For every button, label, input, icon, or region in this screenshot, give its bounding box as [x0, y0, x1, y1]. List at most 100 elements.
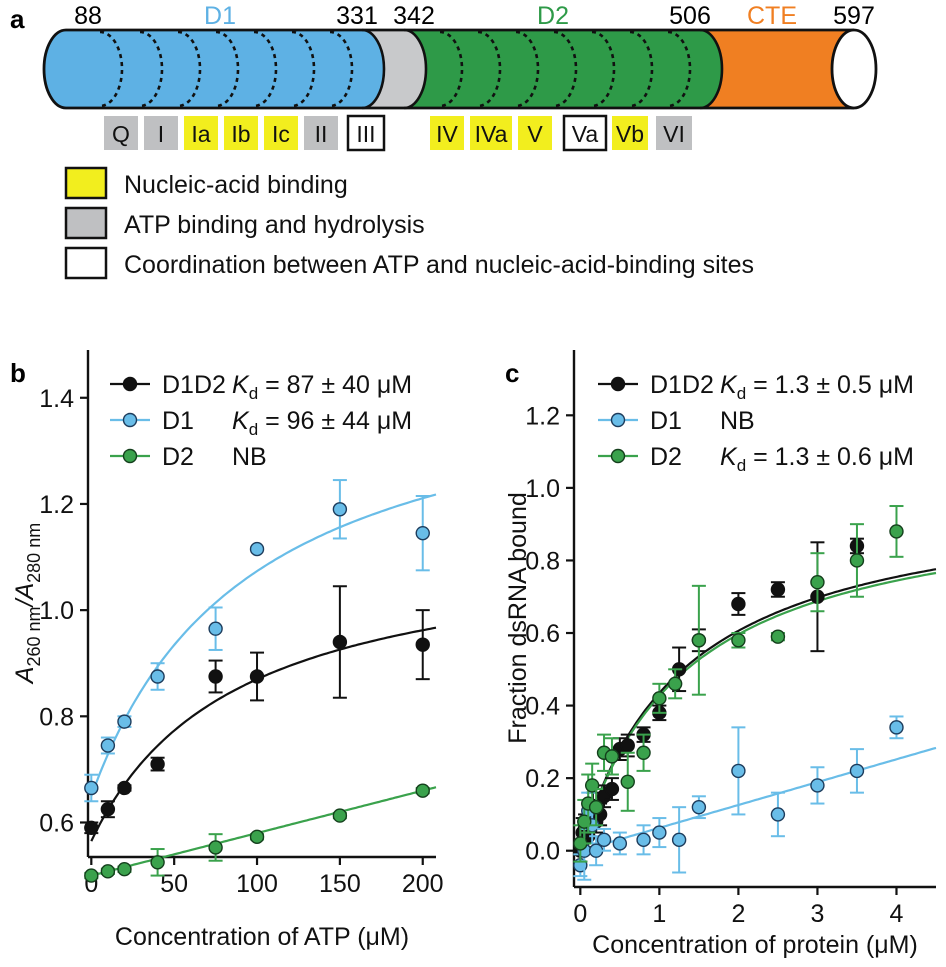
y-tick-label: 0.2 — [525, 765, 560, 793]
legend-series-name: D2 — [650, 443, 682, 471]
legend-marker — [122, 376, 138, 392]
data-point-d2 — [150, 855, 165, 870]
legend-swatch-atp — [64, 206, 108, 240]
data-point-d1d2 — [770, 582, 786, 597]
cylinder-end-cap — [830, 28, 878, 110]
fit-line-d1d2 — [579, 568, 937, 852]
data-point-d2 — [100, 864, 116, 879]
legend-kd: Kd = 87 ± 40 μM — [232, 371, 412, 403]
domain-label-d2: D2 — [537, 2, 569, 30]
data-point-d1d2 — [249, 669, 265, 684]
data-point-d2 — [249, 829, 265, 845]
fit-line-d2 — [579, 571, 937, 852]
position-597: 597 — [833, 2, 875, 30]
motif-box-i — [144, 116, 178, 150]
legend-swatch-coord — [64, 246, 108, 280]
data-point-d1d2 — [604, 781, 620, 797]
legend-kd: Kd = 96 ± 44 μM — [232, 407, 412, 439]
data-point-d1 — [117, 714, 132, 729]
motif-box-ia — [184, 116, 218, 150]
fit-line-d1 — [580, 746, 937, 852]
data-point-d2 — [889, 524, 904, 539]
data-point-d1 — [596, 832, 612, 848]
y-tick-label: 0.6 — [39, 809, 74, 837]
dotted-arc — [215, 30, 240, 108]
data-point-d2 — [620, 774, 635, 789]
dotted-arc — [667, 30, 692, 108]
domain-d1-segment — [44, 30, 384, 108]
legend-series-name: D1 — [650, 407, 682, 435]
legend-kd: Kd = 1.3 ± 0.6 μM — [720, 443, 914, 475]
data-point-d1 — [810, 778, 825, 793]
legend-kd: Kd = 1.3 ± 0.5 μM — [720, 371, 914, 403]
motif-label-ic: Ic — [272, 121, 290, 147]
motif-box-ic — [264, 116, 298, 150]
panel-a-domain-map: a 88 331 342 506 597 D1 D2 CTE Q I Ia Ib Ic I… — [10, 2, 878, 280]
data-point-d1d2 — [117, 780, 132, 796]
domain-label-cte: CTE — [747, 2, 797, 30]
data-point-d2 — [770, 629, 786, 644]
position-342: 342 — [393, 2, 435, 30]
data-point-d1 — [84, 780, 99, 796]
data-point-d2 — [691, 633, 707, 648]
x-tick-label: 2 — [731, 900, 745, 928]
legend-marker — [122, 448, 138, 464]
domain-labels: D1 D2 CTE — [204, 2, 797, 30]
legend-label-nucleic: Nucleic-acid binding — [124, 171, 348, 199]
motif-box-va — [562, 114, 608, 152]
y-tick-label: 1.4 — [39, 385, 74, 413]
data-point-d2 — [415, 783, 430, 798]
motif-box-q — [104, 116, 138, 150]
fit-line-d1d2 — [90, 626, 437, 842]
legend-marker — [122, 412, 138, 428]
x-tick-label: 1 — [652, 900, 666, 928]
motif-label-iv: IV — [436, 121, 458, 147]
legend-kd: NB — [232, 443, 267, 471]
dotted-arc — [329, 30, 354, 108]
position-506: 506 — [669, 2, 711, 30]
legend-kd: NB — [720, 407, 755, 435]
legend-marker — [610, 448, 626, 464]
legend-series-name: D1 — [162, 407, 194, 435]
y-tick-label: 1.2 — [525, 402, 560, 430]
motif-box-iva — [470, 116, 512, 150]
motif-box-ii — [304, 116, 338, 150]
motif-box-vi — [656, 116, 692, 150]
data-point-d1 — [636, 832, 651, 848]
motif-label-iii: III — [356, 121, 375, 147]
domain-label-d1: D1 — [204, 2, 236, 30]
data-point-d1d2 — [208, 669, 223, 684]
panel-c-label: c — [505, 358, 519, 388]
y-tick-label: 0.0 — [525, 838, 560, 866]
x-tick-label: 50 — [160, 870, 188, 898]
dotted-arc — [477, 30, 502, 108]
data-point-d1d2 — [620, 738, 635, 753]
legend-series-name: D2 — [162, 443, 194, 471]
legend-label-atp: ATP binding and hydrolysis — [124, 211, 425, 239]
data-point-d1 — [612, 836, 628, 851]
y-tick-label: 1.0 — [39, 597, 74, 625]
motif-box-vb — [612, 116, 648, 150]
data-point-d1d2 — [332, 634, 348, 650]
dotted-arc — [99, 30, 124, 108]
data-point-d2 — [208, 840, 223, 855]
x-tick-label: 0 — [573, 900, 587, 928]
position-88: 88 — [74, 2, 102, 30]
legend-marker — [610, 376, 626, 392]
legend-series-name: D1D2 — [162, 371, 226, 399]
x-tick-label: 150 — [319, 870, 361, 898]
x-tick-label: 200 — [402, 870, 444, 898]
data-point-d1 — [731, 763, 746, 779]
motif-label-ii: II — [315, 121, 328, 147]
motif-box-v — [518, 116, 552, 150]
motif-box-iii — [346, 114, 386, 152]
legend-label-coord: Coordination between ATP and nucleic-aci… — [124, 251, 754, 279]
x-axis-title: Concentration of protein (μM) — [592, 931, 918, 959]
motif-label-v: V — [527, 121, 543, 147]
motif-box-ib — [224, 116, 258, 150]
data-point-d2 — [810, 575, 825, 590]
segment-boundary — [361, 28, 386, 110]
